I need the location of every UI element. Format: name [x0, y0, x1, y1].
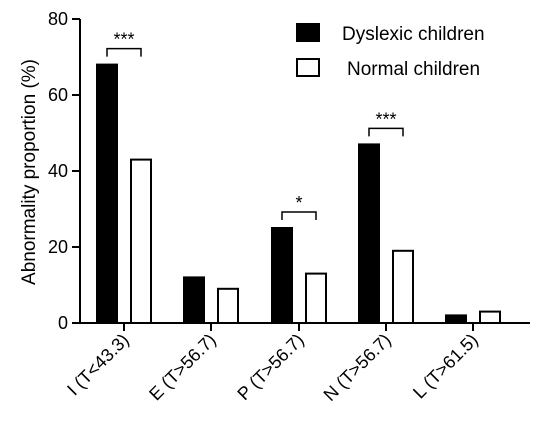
bar-normal	[217, 287, 239, 324]
significance-bracket	[106, 47, 142, 57]
significance-bracket	[368, 127, 404, 137]
legend-swatch-dyslexic	[296, 23, 320, 42]
significance-bracket	[281, 211, 317, 220]
legend: Dyslexic children Normal children	[296, 23, 485, 80]
significance-label: ***	[113, 30, 134, 50]
legend-swatch-normal	[296, 58, 320, 77]
x-tick-label: L (T>61.5)	[409, 330, 482, 403]
significance-label: ***	[375, 109, 396, 129]
y-tick-label: 40	[48, 161, 68, 181]
bar-dyslexic	[96, 63, 118, 324]
y-tick-label: 80	[48, 9, 68, 29]
y-axis-title: Abnormality proportion (%)	[19, 59, 40, 285]
x-tick-label: E (T>56.7)	[145, 330, 220, 405]
legend-label-normal: Normal children	[347, 59, 480, 80]
bar-dyslexic	[358, 143, 380, 324]
bar-dyslexic	[271, 227, 293, 324]
legend-label-dyslexic: Dyslexic children	[342, 24, 485, 45]
y-tick-label: 20	[48, 237, 68, 257]
significance-label: *	[295, 193, 302, 213]
x-tick-label: I (T<43.3)	[63, 330, 133, 400]
bar-normal	[392, 249, 414, 324]
bar-dyslexic	[445, 314, 467, 324]
bar-normal	[130, 158, 152, 324]
x-tick-label: N (T>56.7)	[319, 330, 394, 405]
bar-normal	[305, 272, 327, 325]
bar-dyslexic	[183, 276, 205, 324]
y-tick-label: 60	[48, 85, 68, 105]
y-tick-label: 0	[58, 313, 68, 333]
x-tick-label: P (T>56.7)	[233, 330, 307, 404]
bar-normal	[479, 310, 501, 325]
